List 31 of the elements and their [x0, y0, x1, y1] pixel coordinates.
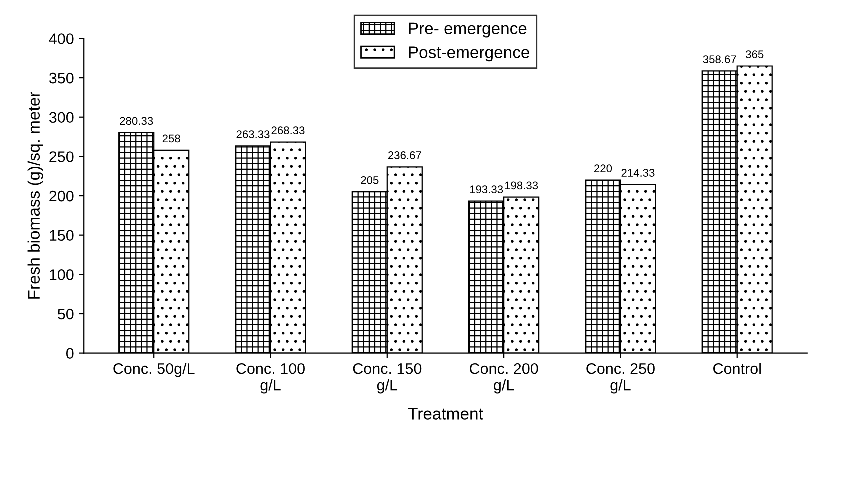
data-label: 205 — [361, 176, 379, 184]
data-label: 258 — [162, 134, 180, 143]
y-tick-label: 350 — [49, 72, 74, 84]
data-label: 220 — [594, 164, 612, 173]
y-tick-label: 150 — [50, 230, 74, 242]
y-tick-label: 250 — [50, 152, 74, 162]
data-label: 358.67 — [703, 56, 736, 64]
data-label: 263.33 — [236, 130, 270, 138]
y-tick-label: 0 — [66, 348, 74, 360]
x-tick-label: Conc. 200 g/L — [470, 363, 538, 394]
y-tick-label: 50 — [58, 308, 74, 320]
x-tick-label: Conc. 100 g/L — [236, 363, 305, 394]
y-tick-label: 400 — [49, 34, 74, 44]
x-tick-label: Conc. 150 g/L — [353, 363, 422, 394]
data-label: 198.33 — [505, 182, 538, 190]
data-label: 280.33 — [120, 117, 154, 126]
data-label: 268.33 — [272, 126, 305, 135]
x-tick-label: Control — [714, 363, 761, 374]
x-tick-label: Conc. 250 g/L — [586, 363, 655, 394]
y-tick-label: 200 — [50, 190, 74, 202]
data-label: 193.33 — [470, 186, 504, 194]
x-tick-label: Conc. 50g/L — [114, 363, 195, 378]
y-axis-title: Fresh biomass (g)/sq. meter — [28, 92, 44, 299]
data-label: 214.33 — [622, 169, 655, 177]
x-axis-title: Treatment — [408, 408, 484, 420]
legend-label: Pre- emergence — [409, 22, 527, 38]
y-tick-label: 300 — [49, 112, 74, 124]
y-tick-label: 100 — [50, 270, 74, 280]
data-label: 236.67 — [388, 152, 422, 160]
legend-label: Post-emergence — [409, 46, 530, 62]
data-label: 365 — [746, 50, 764, 58]
